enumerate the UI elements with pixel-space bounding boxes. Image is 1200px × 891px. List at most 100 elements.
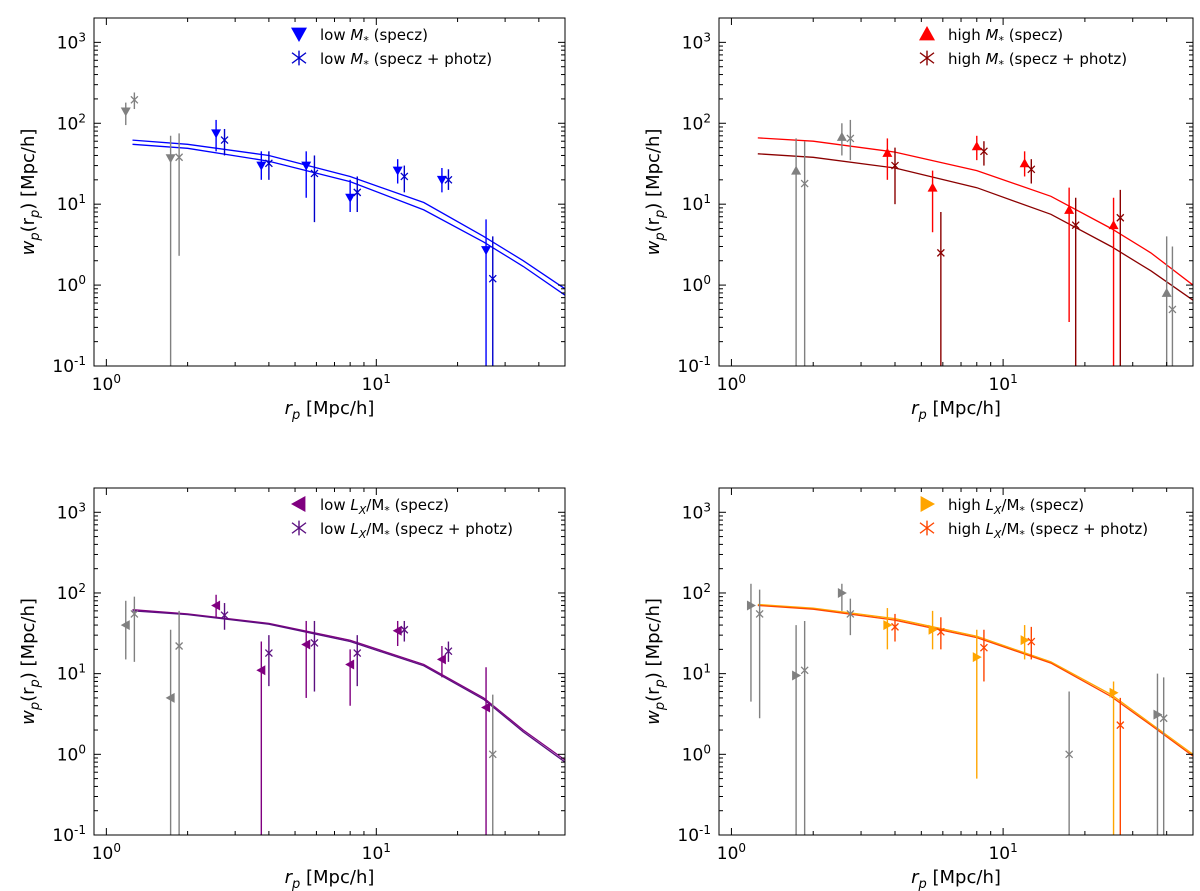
y-tick-label: 101 bbox=[682, 192, 711, 215]
data-point bbox=[972, 629, 982, 779]
point-marker bbox=[488, 274, 497, 283]
model-curve-2 bbox=[757, 153, 1193, 301]
data-point bbox=[837, 583, 847, 611]
data-point bbox=[1065, 691, 1074, 835]
y-tick-label: 102 bbox=[682, 581, 711, 604]
point-marker bbox=[211, 129, 222, 139]
data-point bbox=[792, 625, 802, 835]
ticks bbox=[718, 487, 1194, 836]
data-point bbox=[883, 608, 893, 650]
data-point bbox=[130, 596, 139, 662]
model-curves bbox=[757, 137, 1193, 301]
data-point bbox=[971, 135, 982, 161]
y-axis-label: wp(rp) [Mpc/h] bbox=[18, 598, 43, 725]
y-tick-label: 102 bbox=[57, 581, 86, 604]
y-axis-label: wp(rp) [Mpc/h] bbox=[643, 598, 668, 725]
data-point bbox=[927, 170, 938, 233]
point-marker bbox=[791, 165, 802, 175]
point-marker bbox=[800, 179, 809, 188]
point-marker bbox=[301, 161, 312, 171]
model-curve-1 bbox=[757, 603, 1193, 755]
data-point bbox=[400, 620, 409, 642]
data-point bbox=[256, 641, 266, 835]
point-marker bbox=[353, 188, 362, 197]
data-point bbox=[256, 151, 267, 180]
data-point bbox=[488, 236, 497, 366]
data-point bbox=[1153, 673, 1163, 835]
point-marker bbox=[883, 620, 893, 631]
point-marker bbox=[1159, 714, 1168, 723]
data-point bbox=[846, 119, 855, 161]
plot-frame bbox=[93, 487, 566, 836]
x-tick-label: 100 bbox=[92, 372, 121, 395]
legend-label: high LX/M* (specz + photz) bbox=[948, 520, 1148, 541]
y-axis-label: wp(rp) [Mpc/h] bbox=[643, 129, 668, 256]
point-marker bbox=[800, 666, 809, 675]
data-point bbox=[130, 92, 139, 110]
legend-marker bbox=[919, 520, 935, 536]
legend-marker bbox=[291, 496, 306, 512]
point-marker bbox=[220, 136, 229, 145]
data-point bbox=[400, 165, 409, 193]
data-point bbox=[1071, 197, 1080, 366]
point-marker bbox=[488, 750, 497, 759]
x-tick-label: 101 bbox=[988, 841, 1017, 864]
data-points bbox=[746, 583, 1168, 835]
legend-label: high LX/M* (specz) bbox=[948, 496, 1084, 517]
model-curve-2 bbox=[757, 604, 1193, 757]
y-tick-label: 102 bbox=[682, 111, 711, 134]
chart-panel-high_mass: 100 101 10-1 100 101 102 103 rp [Mpc/h] wp(rp) [… bbox=[643, 17, 1194, 423]
y-tick-label: 100 bbox=[682, 742, 711, 765]
y-tick-label: 100 bbox=[57, 742, 86, 765]
ticks bbox=[93, 487, 566, 836]
legend: high LX/M* (specz) high LX/M* (specz + ph… bbox=[919, 496, 1148, 541]
data-point bbox=[1027, 159, 1036, 184]
x-axis-label: rp [Mpc/h] bbox=[285, 867, 375, 891]
data-point bbox=[1108, 197, 1119, 366]
point-marker bbox=[165, 154, 176, 164]
point-marker bbox=[936, 248, 945, 257]
data-point bbox=[979, 141, 988, 166]
data-point bbox=[211, 119, 222, 152]
data-point bbox=[310, 155, 319, 223]
point-marker bbox=[1116, 213, 1125, 222]
data-point bbox=[1116, 189, 1125, 366]
point-marker bbox=[882, 147, 893, 157]
data-point bbox=[800, 620, 809, 835]
data-point bbox=[1064, 187, 1075, 322]
plot-frame bbox=[718, 17, 1194, 367]
point-marker bbox=[972, 652, 982, 663]
data-point bbox=[936, 617, 945, 650]
data-point bbox=[220, 603, 229, 630]
point-marker bbox=[1065, 750, 1074, 759]
point-marker bbox=[444, 175, 453, 184]
data-points bbox=[120, 594, 497, 835]
data-point bbox=[220, 128, 229, 156]
legend: low LX/M* (specz) low LX/M* (specz + phot… bbox=[291, 496, 513, 541]
point-marker bbox=[971, 141, 982, 151]
point-marker bbox=[392, 625, 402, 636]
y-tick-label: 10-1 bbox=[677, 823, 711, 846]
y-tick-label: 103 bbox=[57, 500, 86, 523]
legend-label: high M* (specz + photz) bbox=[948, 50, 1127, 71]
data-point bbox=[1161, 236, 1172, 366]
chart-panel-low_lx: 100 101 10-1 100 101 102 103 rp [Mpc/h] wp(rp) [… bbox=[18, 487, 566, 891]
data-point bbox=[882, 138, 893, 180]
point-marker bbox=[165, 692, 175, 703]
y-tick-label: 103 bbox=[682, 500, 711, 523]
data-point bbox=[120, 102, 131, 126]
point-marker bbox=[979, 643, 988, 652]
point-marker bbox=[264, 649, 273, 658]
point-marker bbox=[746, 600, 756, 611]
point-marker bbox=[264, 159, 273, 168]
legend-label: low M* (specz + photz) bbox=[320, 50, 492, 71]
model-curves bbox=[132, 139, 565, 296]
x-tick-label: 100 bbox=[717, 372, 746, 395]
data-point bbox=[211, 594, 221, 618]
data-point bbox=[755, 589, 764, 719]
model-curve-1 bbox=[132, 609, 565, 761]
point-marker bbox=[1109, 687, 1119, 698]
data-point bbox=[444, 641, 453, 662]
point-marker bbox=[1027, 637, 1036, 646]
data-point bbox=[120, 600, 130, 660]
